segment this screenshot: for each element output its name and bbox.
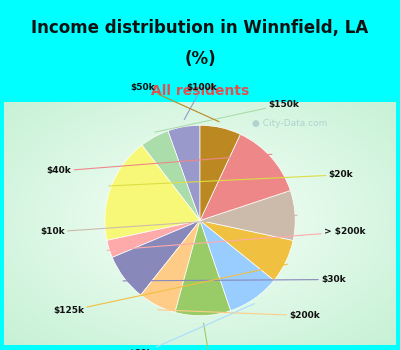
Wedge shape bbox=[200, 190, 295, 240]
Text: > $200k: > $200k bbox=[108, 228, 366, 250]
Text: $100k: $100k bbox=[184, 83, 217, 120]
Wedge shape bbox=[142, 131, 200, 220]
Text: All residents: All residents bbox=[151, 84, 249, 98]
Text: $10k: $10k bbox=[40, 215, 297, 236]
Bar bbox=[396, 102, 400, 350]
Wedge shape bbox=[200, 134, 290, 220]
Text: $40k: $40k bbox=[47, 154, 272, 175]
Text: $50k: $50k bbox=[130, 83, 219, 122]
Text: Income distribution in Winnfield, LA: Income distribution in Winnfield, LA bbox=[31, 19, 369, 37]
Text: (%): (%) bbox=[184, 50, 216, 68]
Bar bbox=[0, 102, 4, 350]
Text: $20k: $20k bbox=[109, 170, 353, 186]
Text: $200k: $200k bbox=[158, 310, 320, 320]
Text: $75k: $75k bbox=[197, 323, 222, 350]
Text: $125k: $125k bbox=[53, 264, 288, 315]
Wedge shape bbox=[175, 220, 231, 316]
Bar bbox=[0, 345, 400, 350]
Wedge shape bbox=[107, 220, 200, 258]
Text: $30k: $30k bbox=[123, 275, 346, 284]
Wedge shape bbox=[200, 220, 293, 280]
Text: $60k: $60k bbox=[129, 303, 255, 350]
Text: $150k: $150k bbox=[155, 100, 299, 132]
Text: ● City-Data.com: ● City-Data.com bbox=[252, 119, 327, 128]
Wedge shape bbox=[200, 220, 274, 310]
Wedge shape bbox=[112, 220, 200, 295]
Wedge shape bbox=[200, 125, 240, 220]
Wedge shape bbox=[105, 145, 200, 240]
Wedge shape bbox=[168, 125, 200, 220]
Wedge shape bbox=[141, 220, 200, 312]
